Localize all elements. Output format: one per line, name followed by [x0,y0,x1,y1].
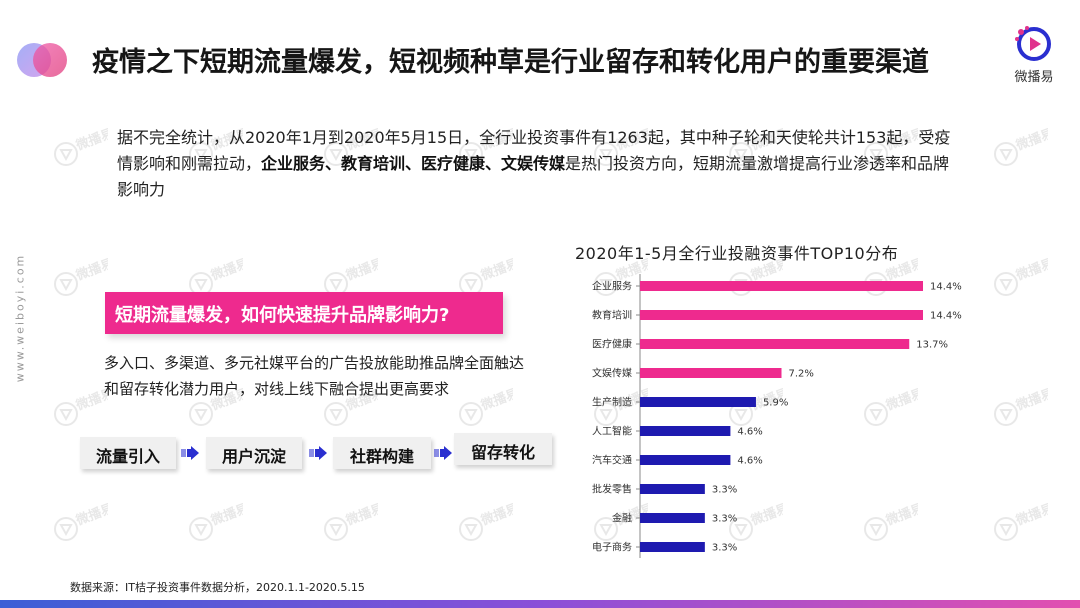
watermark-icon: 微播易 [457,500,521,547]
svg-text:微播易: 微播易 [478,503,513,529]
value-label: 3.3% [712,485,737,496]
brand-logo: 微播易 [1004,22,1064,85]
chart-title: 2020年1-5月全行业投融资事件TOP10分布 [575,244,899,263]
value-label: 14.4% [930,282,962,293]
category-label: 医疗健康 [592,338,632,351]
bar [640,397,756,407]
category-label: 生产制造 [592,396,632,409]
brand-name: 微播易 [1014,70,1054,85]
side-url: www.weiboyi.com [13,253,27,383]
value-label: 14.4% [930,311,962,322]
watermark-icon: 微播易 [187,500,251,547]
watermark-icon: 微播易 [992,125,1056,172]
value-label: 3.3% [712,514,737,525]
highlight-text: 短期流量爆发，如何快速提升品牌影响力? [115,305,450,326]
value-label: 13.7% [916,340,948,351]
intro-paragraph: 据不完全统计，从2020年1月到2020年5月15日，全行业投资事件有1263起… [117,125,952,203]
arrow-right-icon [309,446,327,460]
svg-text:微播易: 微播易 [1013,128,1048,154]
category-label: 人工智能 [592,425,632,438]
svg-text:微播易: 微播易 [208,503,243,529]
bar [640,484,705,494]
flow-step-2: 用户沉淀 [206,437,302,469]
bar [640,368,782,378]
svg-text:微播易: 微播易 [208,258,243,284]
flow-step-4: 留存转化 [454,433,552,465]
page-title: 疫情之下短期流量爆发，短视频种草是行业留存和转化用户的重要渠道 [92,47,929,78]
arrow-right-icon [181,446,199,460]
value-label: 5.9% [763,398,788,409]
value-label: 4.6% [737,456,762,467]
highlight-box: 短期流量爆发，如何快速提升品牌影响力? [105,292,503,334]
arrow-right-icon [434,446,452,460]
svg-text:微播易: 微播易 [343,258,378,284]
flow-step-3: 社群构建 [333,437,431,469]
watermark-icon: 微播易 [322,500,386,547]
intro-text-2: 是热门投资方向，短期流量激增提高行业渗透率和品牌影响力 [117,154,950,199]
svg-text:微播易: 微播易 [73,258,108,284]
svg-text:微播易: 微播易 [73,388,108,414]
flow-step-1: 流量引入 [80,437,176,469]
bar [640,310,923,320]
bar [640,542,705,552]
watermark-icon: 微播易 [52,125,116,172]
svg-text:微播易: 微播易 [343,503,378,529]
value-label: 4.6% [737,427,762,438]
bottom-gradient-bar [0,600,1080,608]
category-label: 汽车交通 [592,454,632,467]
value-label: 7.2% [789,369,814,380]
description-text: 多入口、多渠道、多元社媒平台的广告投放能助推品牌全面触达和留存转化潜力用户，对线… [104,354,525,398]
category-label: 电子商务 [592,541,632,554]
value-label: 3.3% [712,543,737,554]
play-logo-icon [1015,26,1051,61]
bar [640,426,731,436]
intro-text-1: 据不完全统计，从2020年1月到2020年5月15日，全行业投资事件有1263起… [117,128,951,173]
watermark-icon: 微播易 [52,500,116,547]
category-label: 教育培训 [592,309,632,322]
svg-text:微播易: 微播易 [73,128,108,154]
svg-text:微播易: 微播易 [478,258,513,284]
svg-text:微播易: 微播易 [73,503,108,529]
watermark-icon: 微播易 [52,255,116,302]
bar [640,339,910,349]
category-label: 企业服务 [592,280,632,293]
watermark-icon: 微播易 [52,385,116,432]
category-label: 批发零售 [592,483,632,496]
logo-circles-icon [17,43,67,77]
category-label: 文娱传媒 [592,367,632,380]
bar [640,455,731,465]
category-label: 金融 [612,512,632,525]
bar-chart: 企业服务 14.4% 教育培训 14.4% 医疗健康 13.7% 文娱传媒 7.2% 生产制造 5… [592,274,962,558]
bar [640,513,705,523]
bar [640,281,923,291]
intro-bold-sectors: 企业服务、教育培训、医疗健康、文娱传媒 [261,154,566,173]
data-source: 数据来源：IT桔子投资事件数据分析，2020.1.1-2020.5.15 [70,581,365,594]
